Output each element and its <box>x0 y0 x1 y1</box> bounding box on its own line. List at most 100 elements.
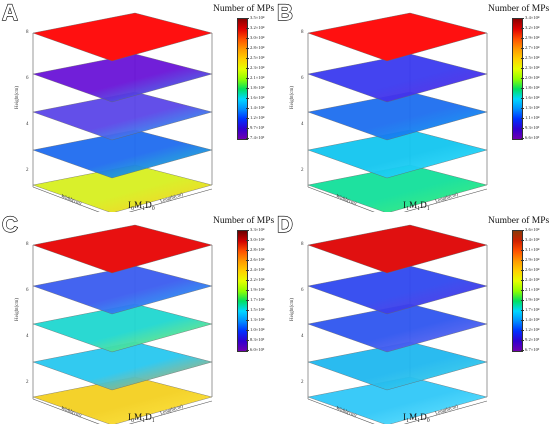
colorbar-tick-mark <box>246 48 249 49</box>
colorbar-tick-label: 2.8×10⁴ <box>250 247 265 252</box>
colorbar-tick-label: 9.2×10³ <box>525 337 540 342</box>
colorbar-tick-mark <box>521 290 524 291</box>
colorbar-tick-mark <box>246 98 249 99</box>
colorbar-tick-mark <box>521 88 524 89</box>
height-layer-surface <box>32 53 213 103</box>
colorbar-tick-label: 1.4×10⁴ <box>525 317 540 322</box>
colorbar-tick-mark <box>246 270 249 271</box>
treatment-caption: I₀M₁D₀ <box>128 200 155 210</box>
colorbar-tick-mark <box>521 118 524 119</box>
colorbar-tick-mark <box>246 350 249 351</box>
colorbar-tick-label: 2.8×10⁴ <box>250 45 265 50</box>
height-layer-surface <box>32 341 213 391</box>
treatment-caption: I₀M₁D₁ <box>128 412 155 422</box>
colorbar-tick-mark <box>521 350 524 351</box>
height-layer-surface <box>32 265 213 315</box>
colorbar-tick-mark <box>521 310 524 311</box>
height-tick-label: 4 <box>26 122 29 127</box>
length-axis-line <box>403 188 488 212</box>
colorbar-tick-mark <box>246 330 249 331</box>
colorbar-tick-label: 2.3×10⁴ <box>250 65 265 70</box>
colorbar-tick-label: 3.6×10⁴ <box>525 227 540 232</box>
colorbar-tick-label: 3.3×10⁴ <box>250 227 265 232</box>
colorbar-tick-mark <box>246 78 249 79</box>
colorbar-gradient <box>237 18 248 140</box>
colorbar-tick-label: 1.9×10⁴ <box>525 297 540 302</box>
height-layer-surface <box>32 224 213 274</box>
colorbar-tick-label: 9.7×10³ <box>250 125 265 130</box>
colorbar-tick-mark <box>521 108 524 109</box>
figure-panel: A 8 6 4 2 Height(cm) Width(cm) Length(cm) I₀M₁D₀… <box>0 0 275 212</box>
colorbar-tick-label: 6.7×10³ <box>525 347 540 352</box>
width-axis-line <box>307 186 375 212</box>
height-tick-label: 6 <box>301 76 304 81</box>
colorbar-tick-mark <box>521 340 524 341</box>
colorbar-tick-mark <box>246 68 249 69</box>
colorbar-tick-label: 1.7×10⁴ <box>250 297 265 302</box>
colorbar-tick-label: 2.5×10⁴ <box>525 55 540 60</box>
height-tick-label: 2 <box>26 168 29 173</box>
height-layer-surface <box>307 265 488 315</box>
height-layer-surface <box>307 303 488 353</box>
colorbar-title: Number of MPs <box>488 4 550 14</box>
colorbar-tick-label: 1.5×10⁴ <box>250 307 265 312</box>
panel-letter: D <box>276 211 293 237</box>
colorbar-tick-label: 2.1×10⁴ <box>250 75 265 80</box>
colorbar-tick-mark <box>521 330 524 331</box>
stacked-surface-plot <box>307 224 488 424</box>
colorbar-tick-mark <box>246 138 249 139</box>
height-layer-surface <box>307 53 488 103</box>
colorbar-tick-label: 3.1×10⁴ <box>525 247 540 252</box>
colorbar-tick-mark <box>521 270 524 271</box>
colorbar-tick-mark <box>246 38 249 39</box>
colorbar-tick-label: 2.0×10⁴ <box>525 75 540 80</box>
colorbar-tick-label: 2.3×10⁴ <box>525 65 540 70</box>
colorbar-tick-mark <box>521 38 524 39</box>
colorbar-tick-mark <box>246 290 249 291</box>
colorbar-tick-label: 1.1×10⁴ <box>525 115 540 120</box>
colorbar-tick-mark <box>246 300 249 301</box>
colorbar-tick-label: 1.2×10⁴ <box>250 115 265 120</box>
height-layer-surface <box>32 129 213 179</box>
colorbar-title: Number of MPs <box>488 216 550 226</box>
height-tick-label: 8 <box>301 242 304 247</box>
colorbar-title: Number of MPs <box>213 216 275 226</box>
colorbar-tick-mark <box>246 108 249 109</box>
colorbar-tick-mark <box>246 58 249 59</box>
colorbar-tick-label: 3.0×10⁴ <box>250 35 265 40</box>
colorbar-tick-mark <box>246 240 249 241</box>
colorbar-tick-label: 2.6×10⁴ <box>250 257 265 262</box>
treatment-caption: I₁M₁D₀ <box>403 412 430 422</box>
colorbar-tick-label: 1.9×10⁴ <box>250 287 265 292</box>
colorbar-tick-label: 2.9×10⁴ <box>525 257 540 262</box>
height-tick-label: 2 <box>301 168 304 173</box>
colorbar-tick-label: 1.6×10⁴ <box>250 95 265 100</box>
length-axis-line <box>403 400 488 424</box>
colorbar-tick-mark <box>521 230 524 231</box>
colorbar-tick-mark <box>246 118 249 119</box>
colorbar-tick-label: 2.4×10⁴ <box>525 277 540 282</box>
height-tick-label: 4 <box>301 334 304 339</box>
colorbar-tick-mark <box>246 310 249 311</box>
colorbar-tick-label: 1.8×10⁴ <box>525 85 540 90</box>
colorbar-tick-label: 9.3×10³ <box>525 125 540 130</box>
treatment-caption: I₁M₁D₁ <box>403 200 430 210</box>
height-axis-label: Height(cm) <box>15 297 21 322</box>
colorbar-tick-mark <box>521 138 524 139</box>
colorbar-tick-label: 1.2×10⁴ <box>525 327 540 332</box>
colorbar-tick-label: 2.6×10⁴ <box>525 267 540 272</box>
colorbar-title: Number of MPs <box>213 4 275 14</box>
colorbar-tick-label: 1.7×10⁴ <box>525 307 540 312</box>
width-axis-line <box>32 398 100 424</box>
height-tick-label: 6 <box>301 288 304 293</box>
colorbar-tick-label: 2.7×10⁴ <box>525 45 540 50</box>
colorbar-tick-mark <box>521 128 524 129</box>
stacked-surface-plot <box>307 12 488 212</box>
colorbar-tick-label: 3.4×10⁴ <box>525 237 540 242</box>
colorbar-tick-label: 1.3×10⁴ <box>525 105 540 110</box>
width-axis-line <box>307 398 375 424</box>
colorbar-tick-mark <box>246 280 249 281</box>
colorbar-tick-mark <box>246 260 249 261</box>
height-tick-label: 2 <box>301 380 304 385</box>
width-axis-line <box>32 186 100 212</box>
